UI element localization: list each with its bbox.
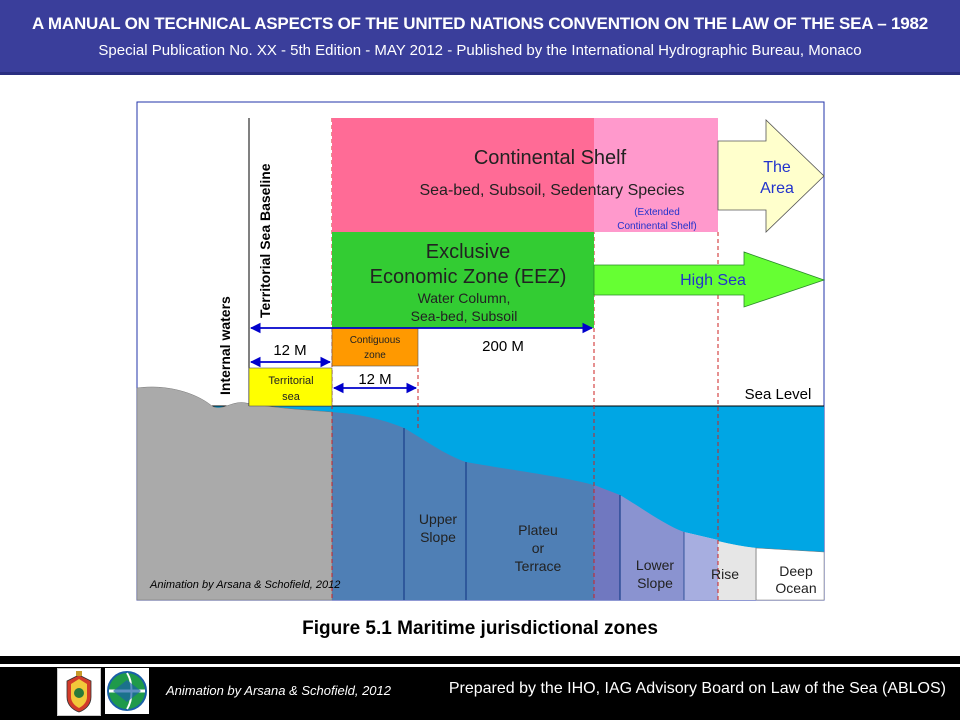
lower-slope-label-1: Lower xyxy=(636,557,674,573)
contiguous-zone-box xyxy=(331,327,419,367)
footer-animation-credit: Animation by Arsana & Schofield, 2012 xyxy=(166,683,391,698)
footer-divider xyxy=(0,664,960,667)
footer-prepared-by: Prepared by the IHO, IAG Advisory Board … xyxy=(448,680,946,697)
deep-ocean-label-1: Deep xyxy=(779,563,813,579)
eez-label-1: Exclusive xyxy=(426,241,510,263)
upper-slope-label-2: Slope xyxy=(420,529,456,545)
upper-slope-bed xyxy=(404,428,466,600)
animation-credit: Animation by Arsana & Schofield, 2012 xyxy=(149,579,340,591)
the-area-label-2: Area xyxy=(760,180,794,197)
eez-sub-label-1: Water Column, xyxy=(418,290,511,306)
territorial-sea-box xyxy=(248,367,333,407)
sea-level-label: Sea Level xyxy=(745,386,812,403)
plateau-label-2: or xyxy=(532,540,545,556)
plateau-label-3: Terrace xyxy=(515,558,562,574)
eez-box xyxy=(332,232,594,328)
extended-shelf-label-1: (Extended xyxy=(634,207,680,218)
dist-200m-label: 200 M xyxy=(482,338,524,355)
lower-slope-zone xyxy=(620,495,684,600)
eez-label-2: Economic Zone (EEZ) xyxy=(370,266,567,288)
deep-ocean-label-2: Ocean xyxy=(775,580,816,596)
territorial-sea-label-2: sea xyxy=(282,391,301,403)
territorial-sea-label-1: Territorial xyxy=(268,375,313,387)
contiguous-zone-label-2: zone xyxy=(364,350,386,361)
extended-shelf-label-2: Continental Shelf) xyxy=(617,221,697,232)
land xyxy=(136,386,333,601)
eez-sub-label-2: Sea-bed, Subsoil xyxy=(411,308,518,324)
figure-caption: Figure 5.1 Maritime jurisdictional zones xyxy=(302,618,658,639)
high-sea-label: High Sea xyxy=(680,272,746,289)
extended-zone-bed xyxy=(684,532,718,600)
baseline-label: Territorial Sea Baseline xyxy=(257,163,273,318)
extended-shelf-box xyxy=(594,118,718,232)
iho-logo xyxy=(57,668,101,716)
publication-subtitle: Special Publication No. XX - 5th Edition… xyxy=(98,42,862,59)
lower-slope-label-2: Slope xyxy=(637,575,673,591)
rise-label: Rise xyxy=(711,566,739,582)
internal-waters-label: Internal waters xyxy=(217,296,233,395)
plateau-label-1: Plateu xyxy=(518,522,558,538)
high-sea-arrow xyxy=(593,251,826,308)
continental-shelf-label: Continental Shelf xyxy=(474,147,627,169)
plateau-bed xyxy=(466,462,594,600)
contiguous-zone-label-1: Contiguous xyxy=(350,335,401,346)
continental-shelf-box xyxy=(332,118,594,232)
dist-12m-label-a: 12 M xyxy=(273,342,306,359)
iag-logo xyxy=(105,668,149,714)
continental-shelf-sub-label: Sea-bed, Subsoil, Sedentary Species xyxy=(419,182,684,199)
dist-12m-label-b: 12 M xyxy=(358,371,391,388)
iag-globe-icon xyxy=(107,671,147,711)
header-bar xyxy=(0,0,960,72)
rise-upper-bed xyxy=(684,532,756,600)
header-divider xyxy=(0,72,960,75)
ecs-shelf-bed xyxy=(594,485,620,600)
iho-emblem-icon xyxy=(66,671,92,713)
the-area-label-1: The xyxy=(763,159,791,176)
the-area-arrow xyxy=(717,119,825,233)
manual-title: A MANUAL ON TECHNICAL ASPECTS OF THE UNI… xyxy=(31,14,929,33)
upper-slope-label-1: Upper xyxy=(419,511,457,527)
shelf-bed xyxy=(332,412,404,600)
